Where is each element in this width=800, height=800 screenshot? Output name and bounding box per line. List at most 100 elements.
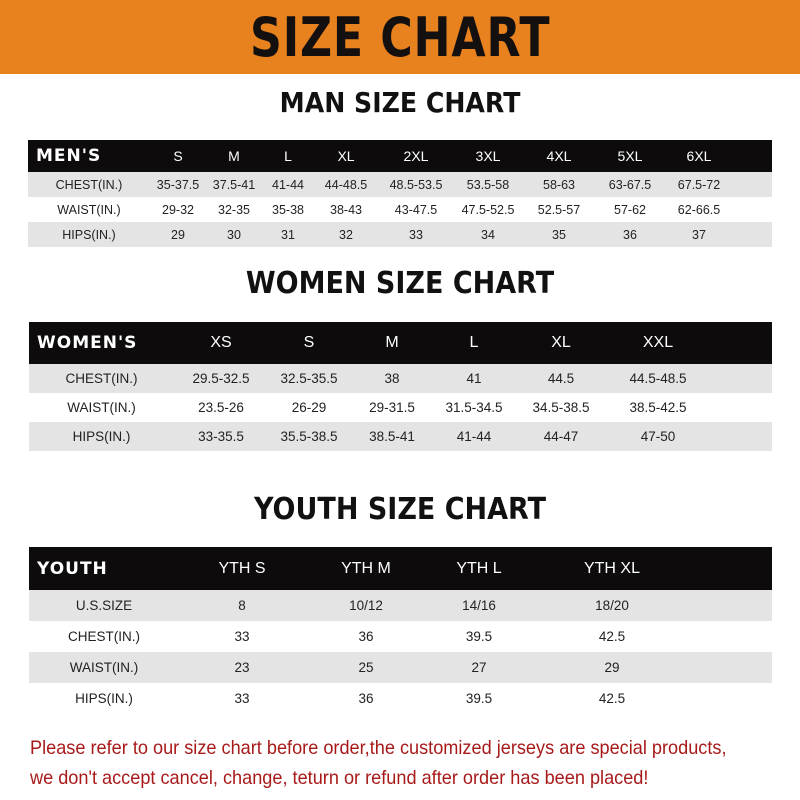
size-header: M [350, 322, 434, 364]
table-row: CHEST(IN.) 35-37.5 37.5-41 41-44 44-48.5 48.5… [28, 172, 772, 197]
measurement-cell: 63-67.5 [596, 172, 664, 197]
measurement-cell: 44-48.5 [314, 172, 378, 197]
measurement-cell: 58-63 [522, 172, 596, 197]
measurement-cell: 33 [378, 222, 454, 247]
notice-line-1: Please refer to our size chart before or… [30, 737, 727, 759]
measurement-cell: 35 [522, 222, 596, 247]
measurement-cell: 44-47 [514, 422, 608, 451]
header-label: WOMEN'S [29, 322, 174, 364]
measurement-cell: 42.5 [531, 683, 693, 714]
measurement-cell: 53.5-58 [454, 172, 522, 197]
measurement-cell: 39.5 [427, 621, 531, 652]
row-label: WAIST(IN.) [28, 197, 150, 222]
men-section-title: MAN SIZE CHART [279, 86, 521, 119]
measurement-cell: 67.5-72 [664, 172, 734, 197]
size-header: M [206, 140, 262, 172]
youth-size-table: YOUTH YTH S YTH M YTH L YTH XL U.S.SIZE 8 10/12… [29, 547, 772, 714]
order-notice: Please refer to our size chart before or… [30, 733, 737, 793]
row-label: CHEST(IN.) [28, 172, 150, 197]
measurement-cell: 35.5-38.5 [268, 422, 350, 451]
measurement-cell: 38.5-42.5 [608, 393, 708, 422]
row-label: WAIST(IN.) [29, 652, 179, 683]
measurement-cell: 32.5-35.5 [268, 364, 350, 393]
measurement-cell: 27 [427, 652, 531, 683]
table-row: HIPS(IN.) 33-35.5 35.5-38.5 38.5-41 41-44 44-… [29, 422, 772, 451]
header-label: YOUTH [29, 547, 179, 590]
header-spacer [693, 547, 772, 590]
size-header: 3XL [454, 140, 522, 172]
row-spacer [693, 590, 772, 621]
size-header: 6XL [664, 140, 734, 172]
size-header: 2XL [378, 140, 454, 172]
table-row: WAIST(IN.) 23 25 27 29 [29, 652, 772, 683]
measurement-cell: 36 [305, 621, 427, 652]
row-spacer [693, 683, 772, 714]
measurement-cell: 33 [179, 683, 305, 714]
row-spacer [734, 222, 772, 247]
size-header: YTH M [305, 547, 427, 590]
row-spacer [708, 422, 772, 451]
measurement-cell: 31.5-34.5 [434, 393, 514, 422]
row-label: CHEST(IN.) [29, 364, 174, 393]
measurement-cell: 44.5-48.5 [608, 364, 708, 393]
measurement-cell: 8 [179, 590, 305, 621]
row-label: HIPS(IN.) [29, 422, 174, 451]
row-spacer [708, 364, 772, 393]
measurement-cell: 29-32 [150, 197, 206, 222]
header-spacer [708, 322, 772, 364]
measurement-cell: 36 [596, 222, 664, 247]
measurement-cell: 44.5 [514, 364, 608, 393]
measurement-cell: 37 [664, 222, 734, 247]
table-row: WAIST(IN.) 23.5-26 26-29 29-31.5 31.5-34.5 34… [29, 393, 772, 422]
row-label: WAIST(IN.) [29, 393, 174, 422]
row-label: HIPS(IN.) [28, 222, 150, 247]
header-row: YOUTH YTH S YTH M YTH L YTH XL [29, 547, 772, 590]
size-header: YTH S [179, 547, 305, 590]
measurement-cell: 38-43 [314, 197, 378, 222]
measurement-cell: 30 [206, 222, 262, 247]
size-header: XL [514, 322, 608, 364]
measurement-cell: 38 [350, 364, 434, 393]
measurement-cell: 41 [434, 364, 514, 393]
measurement-cell: 48.5-53.5 [378, 172, 454, 197]
measurement-cell: 29.5-32.5 [174, 364, 268, 393]
row-label: HIPS(IN.) [29, 683, 179, 714]
measurement-cell: 32 [314, 222, 378, 247]
size-header: XXL [608, 322, 708, 364]
size-header: 5XL [596, 140, 664, 172]
size-header: XL [314, 140, 378, 172]
measurement-cell: 52.5-57 [522, 197, 596, 222]
table-row: HIPS(IN.) 33 36 39.5 42.5 [29, 683, 772, 714]
measurement-cell: 62-66.5 [664, 197, 734, 222]
measurement-cell: 26-29 [268, 393, 350, 422]
row-spacer [734, 197, 772, 222]
header-label: MEN'S [28, 140, 150, 172]
measurement-cell: 39.5 [427, 683, 531, 714]
row-label: U.S.SIZE [29, 590, 179, 621]
measurement-cell: 18/20 [531, 590, 693, 621]
size-header: 4XL [522, 140, 596, 172]
women-section-title: WOMEN SIZE CHART [245, 266, 555, 301]
row-spacer [708, 393, 772, 422]
page-title: SIZE CHART [249, 5, 551, 69]
measurement-cell: 23.5-26 [174, 393, 268, 422]
measurement-cell: 38.5-41 [350, 422, 434, 451]
measurement-cell: 33-35.5 [174, 422, 268, 451]
size-header: YTH L [427, 547, 531, 590]
measurement-cell: 29-31.5 [350, 393, 434, 422]
table-row: WAIST(IN.) 29-32 32-35 35-38 38-43 43-47.5 47.… [28, 197, 772, 222]
row-spacer [693, 652, 772, 683]
size-header: S [268, 322, 350, 364]
size-header: XS [174, 322, 268, 364]
men-size-table: MEN'S S M L XL 2XL 3XL 4XL 5XL 6XL CHEST(IN.) 35-37… [28, 140, 772, 247]
row-spacer [693, 621, 772, 652]
header-row: WOMEN'S XS S M L XL XXL [29, 322, 772, 364]
row-label: CHEST(IN.) [29, 621, 179, 652]
table-row: CHEST(IN.) 29.5-32.5 32.5-35.5 38 41 44.5 44.5… [29, 364, 772, 393]
measurement-cell: 34 [454, 222, 522, 247]
measurement-cell: 25 [305, 652, 427, 683]
measurement-cell: 34.5-38.5 [514, 393, 608, 422]
measurement-cell: 31 [262, 222, 314, 247]
size-header: S [150, 140, 206, 172]
table-row: HIPS(IN.) 29 30 31 32 33 34 35 36 37 [28, 222, 772, 247]
